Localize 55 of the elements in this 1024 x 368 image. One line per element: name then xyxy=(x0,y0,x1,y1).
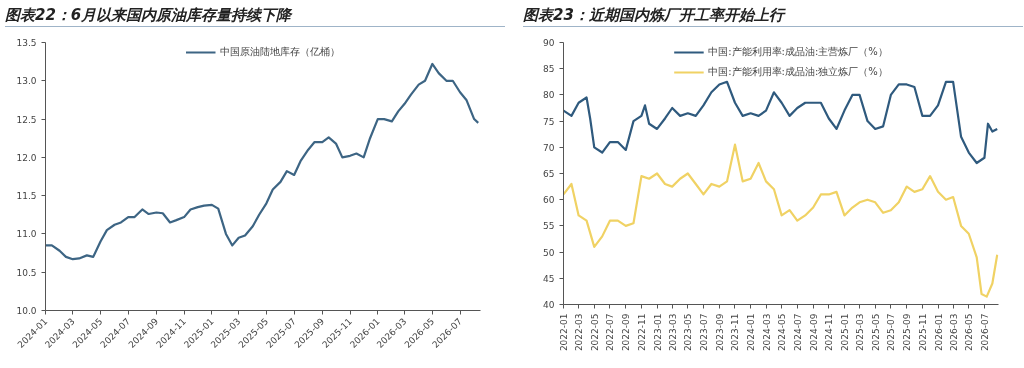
y-tick-label: 12.0 xyxy=(16,152,37,163)
x-tick-label: 2024-11 xyxy=(824,313,835,352)
x-tick-label: 2026-07 xyxy=(979,313,990,352)
y-tick-label: 75 xyxy=(543,116,555,127)
y-tick-label: 45 xyxy=(543,273,555,284)
line-series xyxy=(563,143,999,298)
y-tick-label: 60 xyxy=(543,195,555,206)
y-tick-label: 85 xyxy=(543,64,555,75)
y-tick-label: 10.5 xyxy=(16,267,37,278)
y-tick-label: 40 xyxy=(543,300,555,310)
x-tick-label: 2026-01 xyxy=(933,313,944,352)
x-tick-label: 2022-01 xyxy=(559,313,569,352)
legend-label: 中国原油陆地库存（亿桶） xyxy=(220,45,340,59)
x-tick-label: 2023-03 xyxy=(667,313,678,352)
x-tick-label: 2024-03 xyxy=(761,313,772,352)
x-tick-label: 2025-11 xyxy=(917,313,928,352)
y-tick-label: 12.5 xyxy=(16,114,37,125)
legend-label: 中国:产能利用率:成品油:主营炼厂（%） xyxy=(708,45,888,59)
x-tick-label: 2024-01 xyxy=(746,313,757,352)
x-tick-label: 2023-01 xyxy=(652,313,663,352)
x-tick-label: 2025-05 xyxy=(870,313,881,352)
x-tick-label: 2024-09 xyxy=(808,313,819,352)
x-tick-label: 2023-11 xyxy=(730,313,741,352)
y-tick-label: 65 xyxy=(543,169,555,179)
chart-title: 图表22：6月以来国内原油库存量持续下降 xyxy=(5,5,292,26)
x-tick-label: 2025-09 xyxy=(902,313,913,352)
x-tick-label: 2025-03 xyxy=(855,313,866,352)
y-tick-label: 13.0 xyxy=(16,76,37,87)
legend-label: 中国:产能利用率:成品油:独立炼厂（%） xyxy=(708,65,888,79)
x-tick-label: 2022-05 xyxy=(589,313,600,352)
x-tick-label: 2024-05 xyxy=(777,313,788,352)
y-tick-label: 11.5 xyxy=(16,191,37,202)
y-tick-label: 10.0 xyxy=(16,306,37,316)
x-tick-label: 2022-03 xyxy=(574,313,585,352)
y-tick-label: 80 xyxy=(543,90,555,101)
y-tick-label: 13.5 xyxy=(16,38,37,48)
y-tick-label: 55 xyxy=(543,221,555,232)
x-tick-label: 2023-09 xyxy=(714,313,725,352)
y-tick-label: 50 xyxy=(543,247,555,258)
x-tick-label: 2023-05 xyxy=(683,313,694,352)
x-tick-label: 2024-07 xyxy=(792,313,803,352)
line-series xyxy=(563,80,999,165)
x-tick-label: 2022-09 xyxy=(621,313,632,352)
x-tick-label: 2022-07 xyxy=(605,313,616,352)
x-tick-label: 2025-01 xyxy=(839,313,850,352)
x-tick-label: 2026-03 xyxy=(948,313,959,352)
y-tick-label: 70 xyxy=(543,142,555,153)
x-tick-label: 2023-07 xyxy=(698,313,709,352)
line-series xyxy=(45,62,480,261)
chart-title: 图表23：近期国内炼厂开工率开始上行 xyxy=(523,5,784,26)
x-tick-label: 2025-07 xyxy=(886,313,897,352)
x-tick-label: 2022-11 xyxy=(636,313,647,352)
x-tick-label: 2026-05 xyxy=(964,313,975,352)
y-tick-label: 90 xyxy=(543,38,555,48)
y-tick-label: 11.0 xyxy=(16,229,37,240)
